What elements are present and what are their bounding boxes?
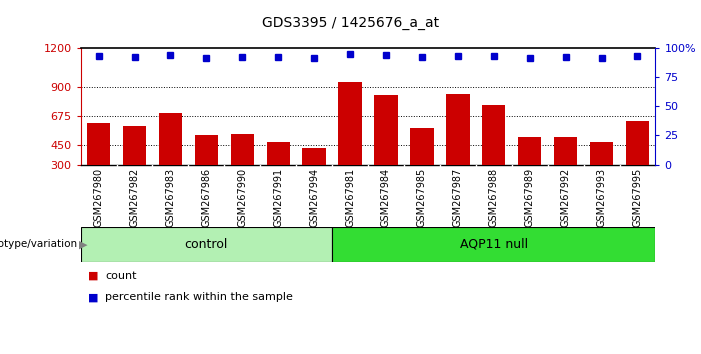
Text: GSM267984: GSM267984 — [381, 168, 391, 227]
Text: count: count — [105, 271, 137, 281]
Bar — [302, 148, 326, 165]
Text: GSM267991: GSM267991 — [273, 168, 283, 227]
Text: GSM267992: GSM267992 — [561, 168, 571, 227]
Text: percentile rank within the sample: percentile rank within the sample — [105, 292, 293, 302]
Bar — [266, 142, 290, 165]
Text: GSM267983: GSM267983 — [165, 168, 175, 227]
Bar — [554, 137, 578, 165]
Bar — [482, 105, 505, 165]
Text: GSM267987: GSM267987 — [453, 168, 463, 227]
Bar — [87, 123, 110, 165]
Text: GSM267980: GSM267980 — [93, 168, 104, 227]
Bar — [626, 121, 649, 165]
Bar — [446, 94, 470, 165]
Bar — [374, 95, 397, 165]
Text: GSM267986: GSM267986 — [201, 168, 212, 227]
Bar — [195, 135, 218, 165]
Bar — [123, 126, 147, 165]
Text: GSM267993: GSM267993 — [597, 168, 606, 227]
Text: ▶: ▶ — [79, 239, 87, 249]
Text: GSM267989: GSM267989 — [524, 168, 535, 227]
Bar — [518, 137, 541, 165]
Bar — [590, 142, 613, 165]
Bar — [81, 227, 332, 262]
Bar — [231, 134, 254, 165]
Text: GSM267981: GSM267981 — [345, 168, 355, 227]
Text: control: control — [184, 238, 228, 251]
Text: GSM267982: GSM267982 — [130, 168, 139, 227]
Bar — [410, 128, 434, 165]
Text: AQP11 null: AQP11 null — [460, 238, 528, 251]
Bar — [158, 113, 182, 165]
Text: GSM267994: GSM267994 — [309, 168, 319, 227]
Bar — [332, 227, 655, 262]
Text: ■: ■ — [88, 292, 98, 302]
Text: GDS3395 / 1425676_a_at: GDS3395 / 1425676_a_at — [262, 16, 439, 30]
Text: GSM267985: GSM267985 — [417, 168, 427, 227]
Text: GSM267988: GSM267988 — [489, 168, 499, 227]
Bar — [339, 81, 362, 165]
Text: GSM267995: GSM267995 — [632, 168, 643, 227]
Text: genotype/variation: genotype/variation — [0, 239, 77, 249]
Text: ■: ■ — [88, 271, 98, 281]
Text: GSM267990: GSM267990 — [237, 168, 247, 227]
